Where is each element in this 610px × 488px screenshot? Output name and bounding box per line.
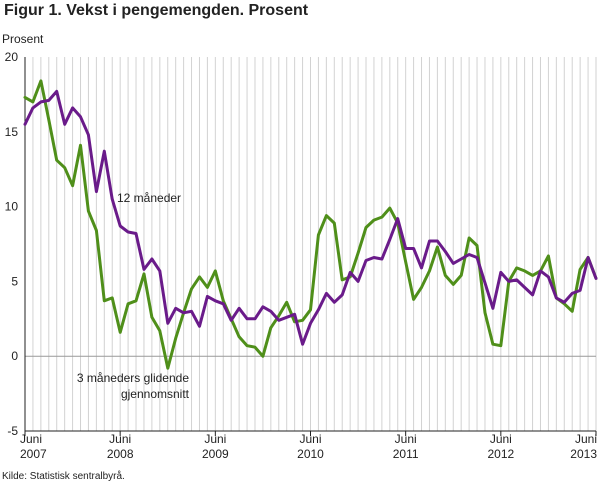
x-tick-label-month: Juni	[575, 432, 597, 446]
y-tick-label: 20	[5, 50, 19, 64]
series-lines	[23, 79, 598, 370]
series-line-3-maneders-glidende-gjennomsnitt	[23, 79, 598, 370]
x-tick-label-month: Juni	[20, 432, 42, 446]
y-axis-tick-labels: -5 0 5 10 15 20	[5, 50, 19, 438]
x-tick-label-year: 2011	[393, 447, 419, 461]
y-tick-label: 5	[11, 274, 18, 288]
source-note: Kilde: Statistisk sentralbyrå.	[2, 471, 125, 482]
x-axis-tick-labels: Juni2007Juni2008Juni2009Juni2010Juni2011…	[20, 432, 597, 461]
x-tick-label-year: 2010	[297, 447, 324, 461]
gridlines	[32, 57, 597, 431]
y-axis-label: Prosent	[2, 32, 44, 46]
x-tick-label-month: Juni	[299, 432, 321, 446]
y-tick-label: 10	[5, 200, 19, 214]
annotation-3-maneders-glidende-gjennomsnitt: 3 måneders glidende gjennomsnitt	[77, 371, 190, 401]
x-tick-label-year: 2013	[570, 447, 597, 461]
y-tick-label: 0	[11, 349, 18, 363]
x-tick-label-month: Juni	[109, 432, 131, 446]
series-line-12-maneder	[23, 89, 598, 346]
x-tick-label-year: 2012	[487, 447, 514, 461]
y-tick-label: -5	[7, 424, 18, 438]
y-tick-label: 15	[5, 125, 19, 139]
chart-title: Figur 1. Vekst i pengemengden. Prosent	[4, 2, 309, 19]
x-tick-label-year: 2008	[107, 447, 134, 461]
x-tick-label-month: Juni	[204, 432, 226, 446]
annotation-12-maneder: 12 måneder	[117, 191, 181, 205]
x-tick-label-year: 2009	[202, 447, 229, 461]
x-tick-label-month: Juni	[395, 432, 417, 446]
x-tick-label-month: Juni	[490, 432, 512, 446]
x-axis-ticks	[24, 431, 597, 436]
x-tick-label-year: 2007	[20, 447, 47, 461]
